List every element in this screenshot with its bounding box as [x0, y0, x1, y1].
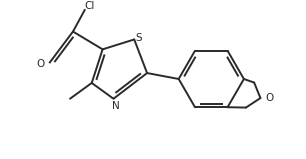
Text: O: O: [265, 93, 274, 103]
Text: Cl: Cl: [84, 1, 95, 11]
Text: S: S: [136, 34, 143, 43]
Text: O: O: [36, 59, 44, 69]
Text: N: N: [112, 101, 119, 111]
